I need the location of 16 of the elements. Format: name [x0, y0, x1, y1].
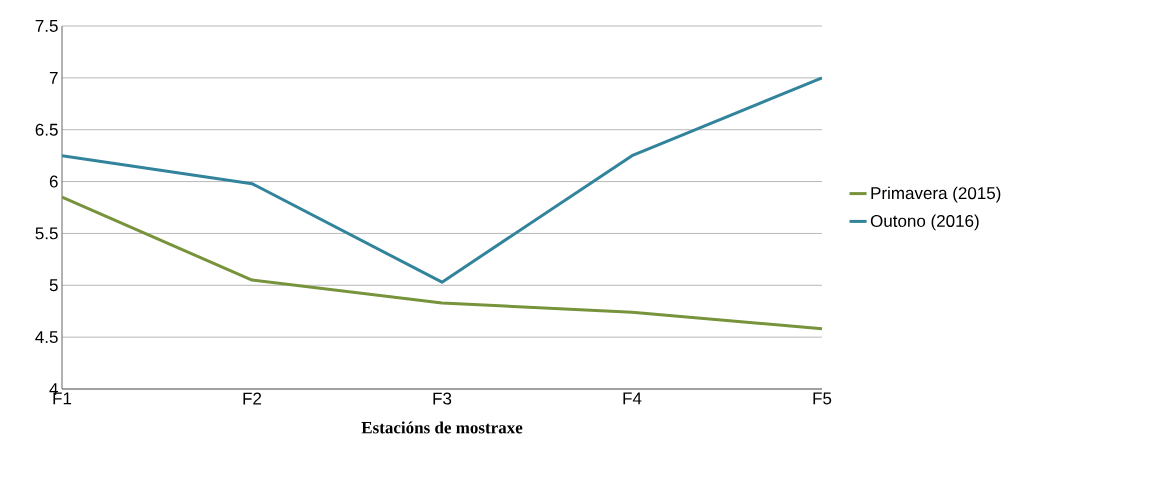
- y-tick-label: 5: [49, 279, 58, 292]
- x-tick-label: F4: [623, 392, 642, 405]
- x-tick-label: F3: [433, 392, 452, 405]
- x-tick-label: F5: [813, 392, 832, 405]
- y-tick-label: 7.5: [35, 20, 58, 32]
- line-series: [62, 76, 823, 284]
- y-tick-label: 6: [49, 175, 58, 188]
- y-tick-label: 4.5: [35, 331, 58, 344]
- y-tick-label: 6.5: [35, 123, 58, 136]
- legend-label: Outono (2016): [870, 214, 979, 231]
- line-series: [62, 195, 823, 331]
- x-tick-label: F2: [243, 392, 262, 405]
- y-tick-label: 5.5: [35, 227, 58, 240]
- x-axis-title: Estacións de mostraxe: [361, 421, 523, 434]
- y-tick-label: 7: [49, 72, 58, 84]
- legend-label: Primavera (2015): [871, 186, 1001, 203]
